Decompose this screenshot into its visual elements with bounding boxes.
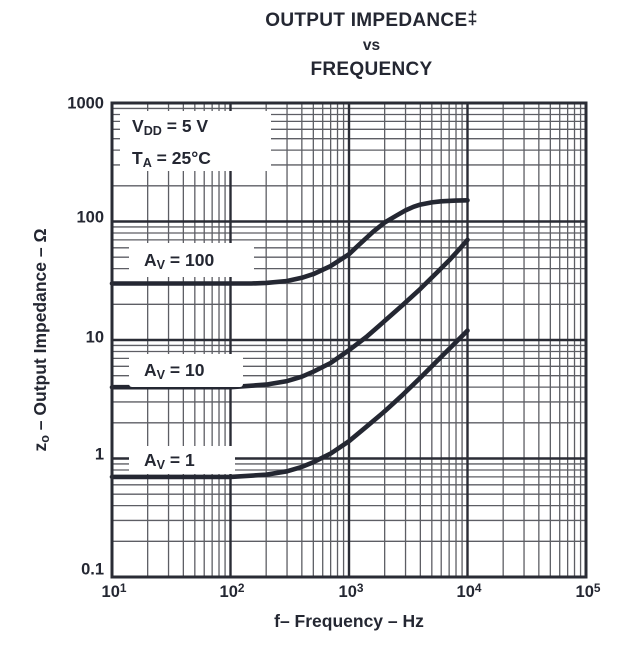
curve-av-1 bbox=[109, 328, 470, 480]
plot-frame bbox=[110, 101, 588, 579]
x-axis-symbol: f bbox=[274, 611, 280, 631]
y-axis-symbol: z bbox=[30, 442, 51, 452]
ta-symbol: T bbox=[132, 147, 143, 168]
chart-title-block: OUTPUT IMPEDANCE‡ vs FREQUENCY bbox=[99, 7, 644, 81]
av-subscript: V bbox=[156, 367, 166, 382]
chart-title-text: OUTPUT IMPEDANCE bbox=[265, 10, 468, 31]
x-tick-10e4: 104 bbox=[457, 581, 482, 602]
condition-vdd: VDD = 5 V bbox=[132, 113, 271, 145]
x-tick-10e5: 105 bbox=[576, 581, 601, 602]
x-tick-exp: 1 bbox=[119, 581, 127, 595]
chart-title-line3: FREQUENCY bbox=[310, 59, 433, 80]
y-tick-10: 10 bbox=[85, 328, 104, 347]
x-tick-base: 10 bbox=[101, 582, 120, 601]
chart-title-line1: OUTPUT IMPEDANCE‡ bbox=[99, 7, 644, 32]
x-axis-text: – Frequency – Hz bbox=[279, 611, 424, 631]
y-tick-100: 100 bbox=[76, 208, 104, 227]
chart-title-line2: vs bbox=[362, 37, 381, 54]
curve-av-100 bbox=[109, 198, 470, 286]
ta-subscript: A bbox=[142, 155, 152, 170]
dagger-footnote-mark: ‡ bbox=[467, 8, 478, 28]
av-symbol: A bbox=[144, 360, 157, 380]
av-subscript: V bbox=[156, 457, 166, 472]
curve-av-10 bbox=[109, 237, 470, 390]
y-axis-title: zo – Output Impedance – Ω bbox=[30, 228, 52, 451]
y-tick-1000: 1000 bbox=[67, 94, 104, 113]
x-tick-base: 10 bbox=[575, 582, 594, 601]
y-tick-1: 1 bbox=[94, 445, 104, 464]
x-axis-title: f– Frequency – Hz bbox=[274, 611, 424, 632]
x-tick-10e2: 102 bbox=[220, 581, 245, 602]
x-tick-exp: 2 bbox=[237, 581, 245, 595]
test-conditions-box: VDD = 5 V TA = 25°C bbox=[120, 111, 271, 171]
x-tick-exp: 3 bbox=[356, 581, 364, 595]
curve-label-av1: AV = 1 bbox=[129, 446, 235, 474]
y-axis-symbol-subscript: o bbox=[37, 435, 52, 443]
av-symbol: A bbox=[144, 450, 157, 470]
curve-label-av100: AV = 100 bbox=[129, 243, 254, 277]
ta-value: = 25°C bbox=[151, 147, 211, 168]
x-tick-10e1: 101 bbox=[102, 581, 127, 602]
x-tick-10e3: 103 bbox=[339, 581, 364, 602]
x-tick-exp: 4 bbox=[474, 581, 482, 595]
x-tick-exp: 5 bbox=[593, 581, 601, 595]
y-axis-text: – Output Impedance – Ω bbox=[30, 228, 51, 436]
vdd-value: = 5 V bbox=[161, 116, 209, 136]
condition-ta: TA = 25°C bbox=[132, 145, 271, 177]
y-tick-0p1: 0.1 bbox=[81, 560, 104, 579]
vdd-symbol: V bbox=[132, 116, 144, 136]
av-value: = 1 bbox=[165, 450, 195, 470]
x-tick-base: 10 bbox=[338, 582, 357, 601]
x-tick-base: 10 bbox=[456, 582, 475, 601]
x-tick-base: 10 bbox=[219, 582, 238, 601]
vdd-subscript: DD bbox=[143, 123, 162, 138]
av-value: = 10 bbox=[165, 360, 205, 380]
curve-label-av10: AV = 10 bbox=[129, 354, 243, 387]
av-symbol: A bbox=[144, 250, 157, 270]
av-value: = 100 bbox=[165, 250, 215, 270]
av-subscript: V bbox=[156, 257, 166, 272]
